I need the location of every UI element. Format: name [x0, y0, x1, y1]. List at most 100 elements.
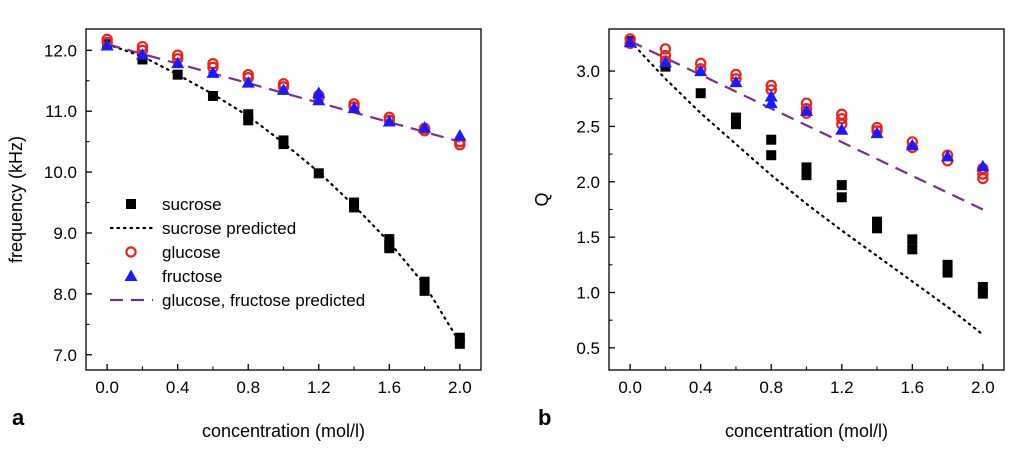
y-axis-label: Q	[532, 192, 552, 206]
panel-label: b	[538, 405, 551, 430]
fructose-point	[623, 35, 637, 48]
fructose-point	[277, 83, 290, 95]
x-axis-label: concentration (mol/l)	[202, 421, 365, 441]
fructose-point	[870, 126, 884, 139]
fructose-point	[694, 64, 708, 77]
sucrose-point	[695, 88, 706, 99]
x-tick-label: 0.8	[236, 378, 260, 397]
panel-a-chart: 0.0 0.4 0.8 1.2 1.6 2.0 7.0 8.0 9.0 10.0 11.0 12.0 c…	[6, 28, 482, 441]
sucrose-point	[278, 139, 289, 150]
sucrose-point	[243, 115, 254, 126]
x-axis-label: concentration (mol/l)	[725, 421, 888, 441]
sucrose-point	[766, 134, 777, 145]
y-tick-label: 3.0	[576, 62, 600, 81]
x-tick-label: 0.4	[689, 378, 713, 397]
sucrose-point	[801, 170, 812, 181]
sucrose-point	[977, 281, 988, 292]
fructose-point	[835, 123, 849, 135]
fructose-point	[312, 86, 326, 98]
fructose-point	[312, 93, 326, 106]
fructose-point	[976, 159, 990, 172]
sucrose-point	[419, 285, 430, 296]
sucrose-point	[384, 243, 395, 254]
x-tick-label: 1.2	[830, 378, 854, 397]
y-tick-label: 2.5	[576, 117, 600, 136]
fructose-point	[453, 129, 467, 141]
legend: sucrose sucrose predicted glucose fructose g…	[109, 195, 365, 310]
legend-fructose-marker	[124, 269, 138, 281]
legend-label: glucose, fructose predicted	[162, 291, 365, 310]
y-tick-label: 8.0	[53, 285, 77, 304]
glucose-point	[659, 43, 672, 55]
fructose-point	[100, 38, 114, 51]
sucrose-point	[907, 244, 918, 255]
y-tick-label: 1.0	[576, 284, 600, 303]
x-tick-label: 0.4	[166, 378, 190, 397]
fructose-point	[905, 138, 919, 151]
fructose-point	[800, 104, 813, 116]
x-tick-label: 0.8	[759, 378, 783, 397]
x-tick-label: 0.0	[95, 378, 119, 397]
sucrose-point	[207, 90, 218, 101]
gf-predicted-line	[629, 40, 984, 211]
y-tick-label: 1.5	[576, 228, 600, 247]
sucrose-point	[454, 332, 465, 343]
sucrose-point	[836, 180, 847, 191]
fructose-point	[241, 76, 255, 88]
fructose-point	[729, 75, 743, 88]
x-tick-label: 2.0	[971, 378, 995, 397]
fructose-point	[941, 149, 955, 162]
plot-frame	[608, 28, 1005, 371]
legend-label: sucrose	[162, 195, 222, 214]
sucrose-point	[419, 276, 430, 287]
y-tick-label: 9.0	[53, 224, 77, 243]
sucrose-point	[730, 112, 741, 123]
fructose-point	[135, 48, 149, 60]
legend-label: fructose	[162, 267, 222, 286]
fructose-point	[658, 55, 672, 68]
sucrose-point	[730, 119, 741, 130]
x-tick-label: 1.6	[900, 378, 924, 397]
legend-label: glucose	[162, 243, 221, 262]
y-tick-label: 10.0	[44, 163, 77, 182]
panel-b-chart: 0.0 0.4 0.8 1.2 1.6 2.0 0.5 1.0 1.5 2.0 2.5 3.0 conc…	[532, 28, 1005, 441]
y-tick-label: 11.0	[45, 102, 77, 121]
fructose-point	[382, 115, 396, 127]
panel-label: a	[12, 405, 25, 430]
sucrose-point	[872, 223, 883, 234]
sucrose-point	[942, 259, 953, 270]
legend-sucrose-marker	[126, 199, 136, 209]
sucrose-point	[801, 162, 812, 173]
sucrose-point	[243, 109, 254, 120]
sucrose-point	[766, 150, 777, 161]
x-tick-label: 2.0	[448, 378, 472, 397]
y-tick-label: 2.0	[576, 173, 600, 192]
y-tick-label: 12.0	[44, 41, 77, 60]
y-tick-label: 0.5	[576, 339, 600, 358]
fructose-point	[764, 90, 778, 102]
fructose-point	[764, 96, 778, 109]
sucrose-predicted-line	[629, 40, 984, 336]
sucrose-point	[942, 267, 953, 278]
sucrose-point	[384, 234, 395, 245]
gf-predicted-line	[106, 43, 461, 143]
fructose-point	[347, 101, 361, 114]
fructose-point	[206, 66, 220, 78]
sucrose-point	[836, 192, 847, 203]
sucrose-point	[907, 234, 918, 245]
x-tick-label: 1.6	[377, 378, 401, 397]
sucrose-point	[349, 202, 360, 213]
glucose-point	[977, 172, 989, 185]
sucrose-point	[872, 216, 883, 227]
sucrose-point	[172, 69, 183, 80]
y-axis-label: frequency (kHz)	[6, 136, 26, 263]
x-tick-label: 1.2	[307, 378, 331, 397]
sucrose-point	[454, 338, 465, 349]
x-tick-label: 0.0	[618, 378, 642, 397]
fructose-point	[418, 121, 432, 133]
sucrose-point	[313, 168, 324, 179]
y-tick-label: 7.0	[53, 346, 77, 365]
fructose-point	[171, 56, 185, 69]
sucrose-point	[977, 288, 988, 299]
